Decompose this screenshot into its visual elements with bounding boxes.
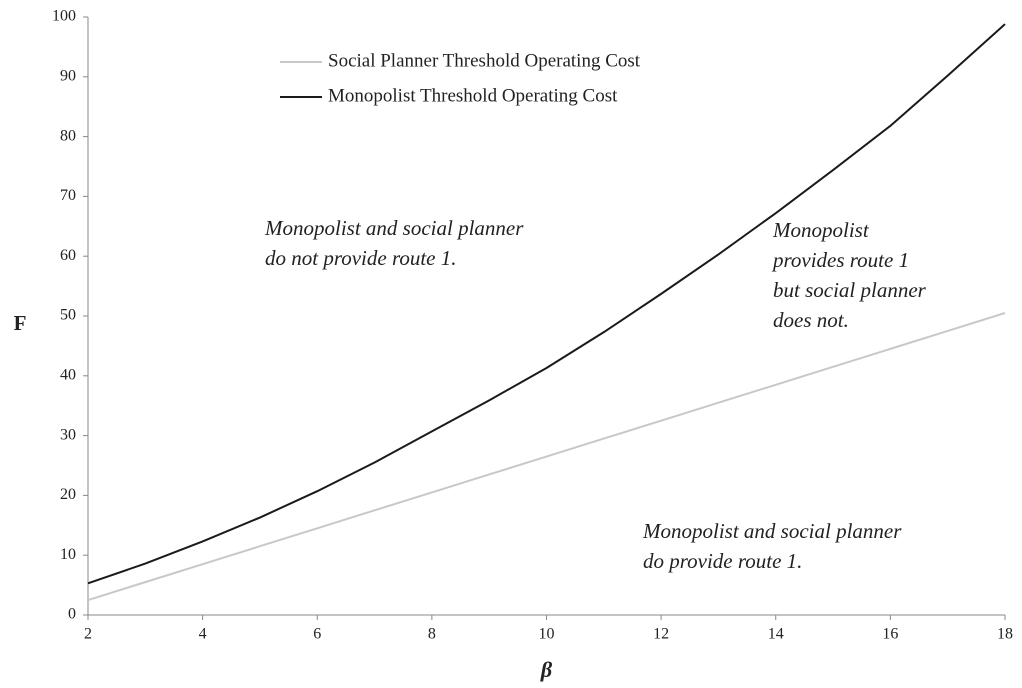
annotation: Monopolist and social planner	[642, 519, 902, 543]
y-tick-label: 10	[60, 546, 76, 563]
y-tick-label: 90	[60, 67, 76, 84]
x-tick-label: 10	[539, 626, 555, 643]
annotation: Monopolist and social planner	[264, 216, 524, 240]
annotation: do provide route 1.	[643, 549, 802, 573]
y-axis-label: F	[14, 311, 27, 335]
legend-label: Monopolist Threshold Operating Cost	[328, 85, 618, 106]
x-tick-label: 16	[882, 626, 898, 643]
annotation: Monopolist	[772, 218, 870, 242]
x-tick-label: 8	[428, 626, 436, 643]
y-tick-label: 0	[68, 606, 76, 623]
y-tick-label: 70	[60, 187, 76, 204]
x-tick-label: 2	[84, 626, 92, 643]
legend-label: Social Planner Threshold Operating Cost	[328, 50, 641, 71]
x-tick-label: 14	[768, 626, 784, 643]
y-tick-label: 20	[60, 486, 76, 503]
annotation: but social planner	[773, 278, 927, 302]
x-tick-label: 4	[199, 626, 207, 643]
y-tick-label: 100	[52, 8, 76, 25]
y-tick-label: 60	[60, 247, 76, 264]
y-tick-label: 50	[60, 307, 76, 324]
annotation: provides route 1	[771, 248, 909, 272]
y-tick-label: 40	[60, 366, 76, 383]
y-tick-label: 80	[60, 127, 76, 144]
x-tick-label: 12	[653, 626, 669, 643]
annotation: does not.	[773, 308, 849, 332]
x-tick-label: 6	[313, 626, 321, 643]
x-tick-label: 18	[997, 626, 1013, 643]
series-line	[87, 23, 1006, 585]
annotation: do not provide route 1.	[265, 246, 457, 270]
series-line	[87, 312, 1006, 602]
x-axis-label: β	[540, 657, 553, 682]
y-tick-label: 30	[60, 426, 76, 443]
